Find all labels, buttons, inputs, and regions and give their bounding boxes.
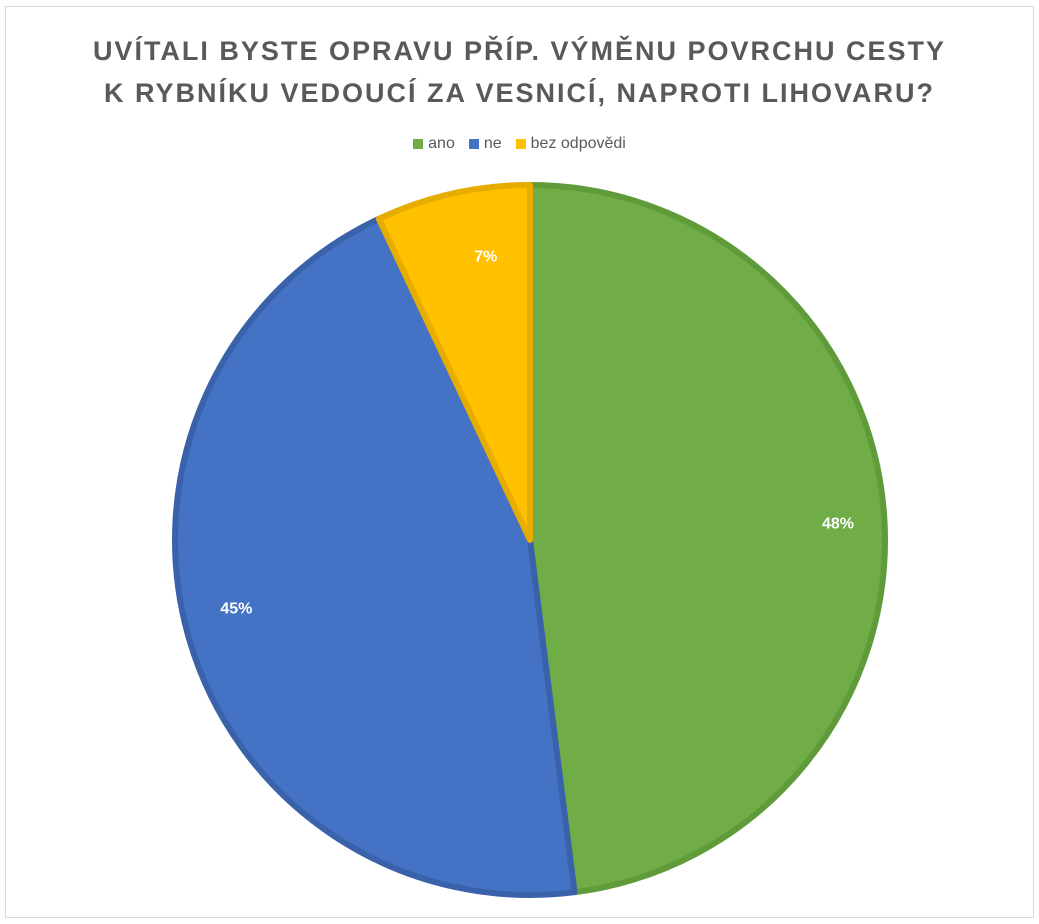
pie-slice-labels: 48% 45% 7% [220,249,854,618]
pie-slice-bez-odpovedi [375,182,533,543]
legend-item-bez-odpovedi: bez odpovědi [515,135,626,153]
pie-label-ne: 45% [220,601,252,618]
pie-label-ano: 48% [822,516,854,533]
legend-label-ano: ano [428,135,455,152]
legend-swatch-ne [468,139,479,149]
legend-item-ne: ne [468,135,502,153]
pie-slice-ano [527,182,889,896]
legend-label-ne: ne [483,135,502,152]
pie-label-bez-odpovedi: 7% [474,249,497,266]
pie-slices [172,182,889,898]
legend-label-bez-odpovedi: bez odpovědi [530,135,626,152]
legend-swatch-ano [413,139,424,149]
legend-swatch-bez-odpovedi [515,139,526,149]
legend-item-ano: ano [413,135,455,153]
chart-title-line-1: UVÍTALI BYSTE OPRAVU PŘÍP. VÝMĚNU POVRCH… [92,36,947,66]
chart-legend: ano ne bez odpovědi [0,135,1039,153]
pie-slice-ne [172,215,578,898]
chart-title: UVÍTALI BYSTE OPRAVU PŘÍP. VÝMĚNU POVRCH… [0,30,1039,114]
chart-title-line-2: K RYBNÍKU VEDOUCÍ ZA VESNICÍ, NAPROTI LI… [103,78,936,108]
